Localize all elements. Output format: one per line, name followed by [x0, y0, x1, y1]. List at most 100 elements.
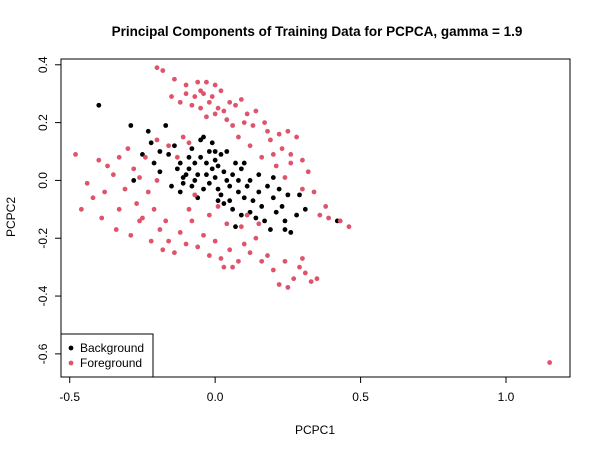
point-foreground [285, 284, 291, 290]
point-foreground [230, 264, 236, 270]
point-foreground [212, 238, 218, 244]
point-foreground [166, 238, 172, 244]
point-foreground [300, 186, 305, 192]
data-points [73, 65, 553, 365]
point-background [302, 206, 308, 212]
point-foreground [346, 224, 352, 230]
point-background [180, 180, 186, 186]
point-foreground [204, 114, 209, 120]
point-foreground [201, 232, 206, 238]
point-foreground [151, 206, 157, 212]
point-foreground [160, 247, 166, 253]
point-foreground [221, 108, 227, 114]
point-background [276, 186, 282, 192]
point-foreground [337, 218, 343, 224]
point-foreground [300, 157, 305, 163]
point-foreground [189, 102, 195, 108]
point-background [212, 149, 218, 154]
legend: Background Foreground [60, 333, 154, 378]
point-foreground [241, 241, 247, 247]
point-background [238, 212, 244, 218]
point-background [157, 169, 163, 175]
point-background [256, 172, 262, 178]
point-background [236, 178, 241, 183]
point-background [157, 149, 163, 154]
point-foreground [276, 282, 282, 287]
point-foreground [294, 134, 299, 140]
point-background [282, 218, 288, 224]
point-foreground [177, 230, 183, 235]
point-foreground [256, 221, 262, 227]
point-foreground [206, 212, 212, 218]
point-foreground [99, 215, 105, 221]
point-foreground [218, 256, 224, 261]
y-tick-label: 0.4 [36, 56, 50, 73]
point-background [177, 189, 183, 195]
point-background [131, 178, 137, 183]
point-background [189, 183, 195, 189]
point-foreground [212, 111, 218, 117]
point-foreground [547, 360, 553, 365]
point-background [285, 192, 291, 198]
point-background [186, 154, 192, 160]
point-foreground [192, 94, 198, 99]
point-background [250, 198, 256, 204]
point-foreground [279, 146, 285, 152]
point-foreground [140, 215, 145, 221]
point-foreground [84, 180, 90, 186]
point-foreground [288, 152, 294, 157]
point-foreground [177, 99, 183, 105]
point-foreground [154, 178, 160, 183]
point-foreground [201, 91, 206, 97]
point-foreground [326, 215, 331, 221]
point-foreground [186, 206, 192, 212]
point-background [282, 227, 288, 232]
point-foreground [125, 146, 131, 152]
point-background [218, 192, 224, 198]
point-foreground [244, 212, 250, 218]
point-background [140, 152, 145, 157]
point-background [96, 102, 102, 108]
point-foreground [195, 244, 201, 250]
point-foreground [215, 204, 221, 209]
point-foreground [154, 65, 160, 71]
point-background [238, 166, 244, 172]
point-background [256, 189, 262, 195]
y-axis: -0.6 -0.4 -0.2 0.0 0.2 0.4 [36, 56, 61, 364]
point-foreground [250, 123, 256, 128]
point-background [206, 180, 212, 186]
point-foreground [241, 120, 247, 125]
point-foreground [96, 157, 102, 163]
point-background [270, 195, 276, 201]
point-foreground [134, 201, 140, 206]
point-foreground [78, 206, 84, 212]
x-axis-label: PCPC1 [295, 423, 335, 437]
point-foreground [116, 206, 122, 212]
point-foreground [224, 117, 230, 123]
point-foreground [259, 154, 265, 160]
point-foreground [270, 152, 276, 157]
point-foreground [189, 218, 195, 224]
legend-marker-foreground [68, 360, 74, 366]
point-foreground [128, 232, 134, 238]
point-foreground [253, 235, 259, 241]
point-foreground [305, 169, 311, 175]
point-background [227, 183, 233, 189]
point-background [151, 160, 157, 166]
point-foreground [145, 189, 151, 195]
point-foreground [247, 250, 253, 256]
point-foreground [198, 105, 204, 111]
point-background [212, 157, 218, 163]
point-foreground [288, 160, 294, 166]
point-foreground [253, 108, 259, 114]
point-foreground [102, 189, 108, 195]
point-background [262, 218, 267, 224]
point-foreground [186, 140, 192, 146]
point-background [230, 206, 236, 212]
point-background [174, 166, 180, 172]
point-background [177, 160, 183, 166]
point-background [227, 198, 233, 204]
point-foreground [172, 76, 177, 82]
legend-box [60, 333, 154, 378]
legend-marker-background [68, 345, 74, 351]
